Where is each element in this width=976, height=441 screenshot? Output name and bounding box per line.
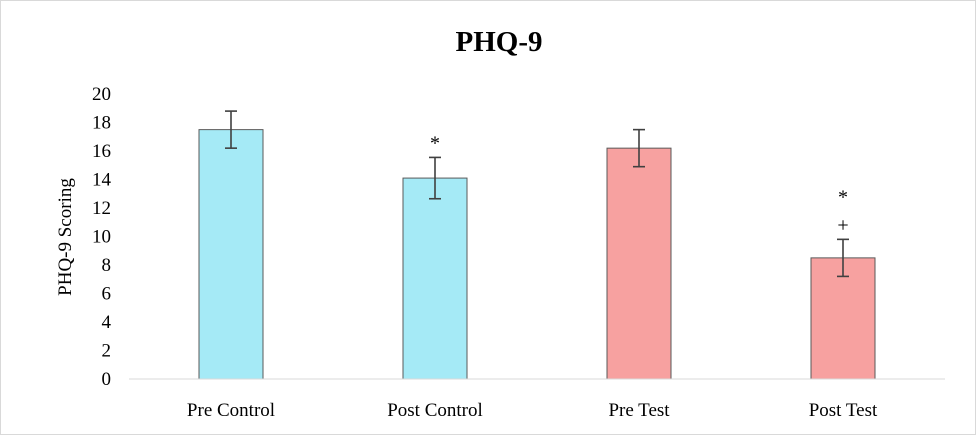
significance-mark: * (838, 186, 848, 208)
bar-post-control (402, 177, 468, 380)
chart-title: PHQ-9 (456, 26, 543, 58)
y-tick-label: 4 (102, 312, 112, 333)
y-tick-label: 10 (92, 227, 111, 248)
bars (198, 129, 876, 380)
significance-mark: + (837, 214, 848, 236)
error-bars (225, 110, 849, 278)
x-tick-label: Pre Control (187, 400, 275, 421)
x-tick-label: Post Control (387, 400, 483, 421)
x-tick-label: Pre Test (608, 400, 670, 421)
y-tick-label: 0 (102, 369, 112, 390)
y-tick-label: 16 (92, 141, 111, 162)
significance-marks: * + * (430, 132, 849, 236)
bar-pre-control (198, 129, 264, 380)
y-tick-label: 12 (92, 198, 111, 219)
y-tick-label: 2 (102, 341, 112, 362)
y-tick-label: 6 (102, 284, 112, 305)
x-axis-labels: Pre Control Post Control Pre Test Post Test (187, 400, 878, 421)
bar-post-test (810, 257, 876, 380)
y-tick-label: 8 (102, 255, 112, 276)
y-axis-label: PHQ-9 Scoring (55, 178, 76, 296)
y-axis-ticks: 0 2 4 6 8 10 12 14 16 18 20 (92, 84, 112, 390)
y-tick-label: 18 (92, 113, 111, 134)
y-tick-label: 20 (92, 84, 111, 105)
bar-pre-test (606, 147, 672, 380)
y-tick-label: 14 (92, 170, 112, 191)
x-tick-label: Post Test (809, 400, 878, 421)
significance-mark: * (430, 132, 440, 154)
